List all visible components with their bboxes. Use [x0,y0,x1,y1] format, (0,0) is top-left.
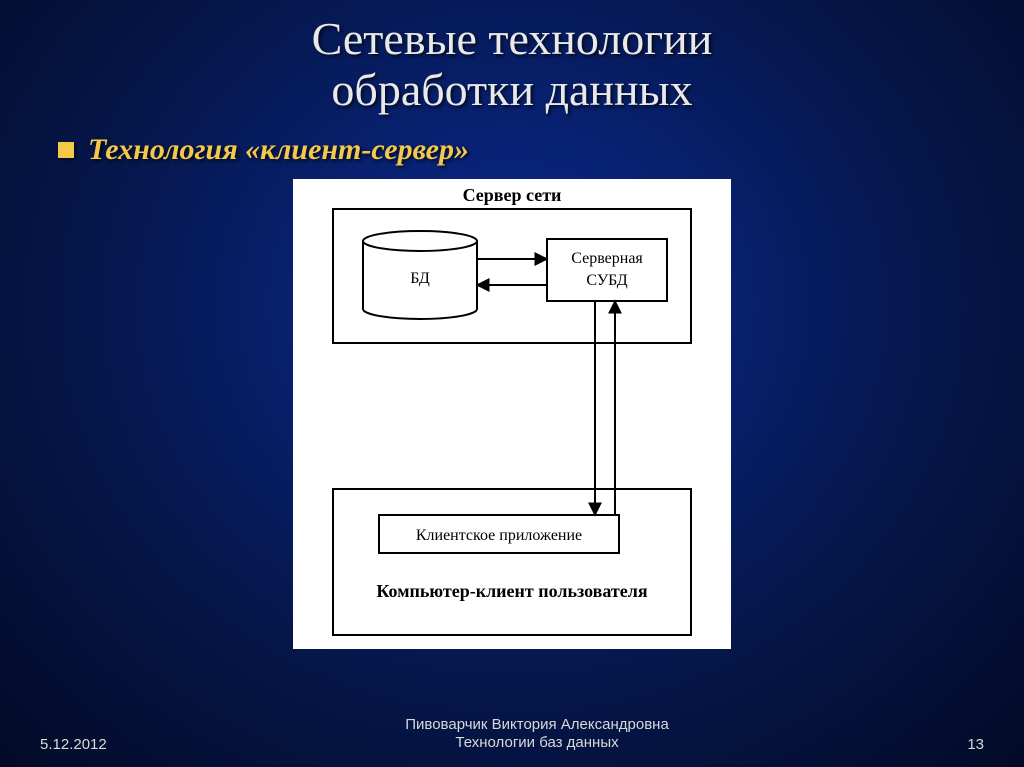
title-line-2: обработки данных [331,64,692,115]
footer-page: 13 [967,736,984,753]
server-dbms-box [547,239,667,301]
slide: Сетевые технологии обработки данных Техн… [0,0,1024,767]
server-title-label: Сервер сети [463,185,562,205]
footer-course: Технологии баз данных [455,734,618,751]
client-server-diagram: Сервер сети БД Серверная СУБД Клиентское… [293,179,731,649]
diagram-container: Сервер сети БД Серверная СУБД Клиентское… [293,179,731,649]
client-title-label: Компьютер-клиент пользователя [376,581,647,601]
subtitle-row: Технология «клиент-сервер» [58,133,1024,167]
db-label: БД [410,270,430,287]
server-dbms-label-2: СУБД [586,272,627,289]
footer-author: Пивоварчик Виктория Александровна [405,716,669,733]
title-line-1: Сетевые технологии [312,13,713,64]
client-app-label: Клиентское приложение [416,527,582,544]
footer-center: Пивоварчик Виктория Александровна Технол… [405,716,669,754]
bullet-icon [58,142,74,158]
footer-date: 5.12.2012 [40,736,107,753]
server-dbms-label-1: Серверная [571,250,643,267]
subtitle-text: Технология «клиент-сервер» [88,133,469,167]
slide-title: Сетевые технологии обработки данных [0,0,1024,115]
footer: 5.12.2012 Пивоварчик Виктория Александро… [0,716,1024,754]
